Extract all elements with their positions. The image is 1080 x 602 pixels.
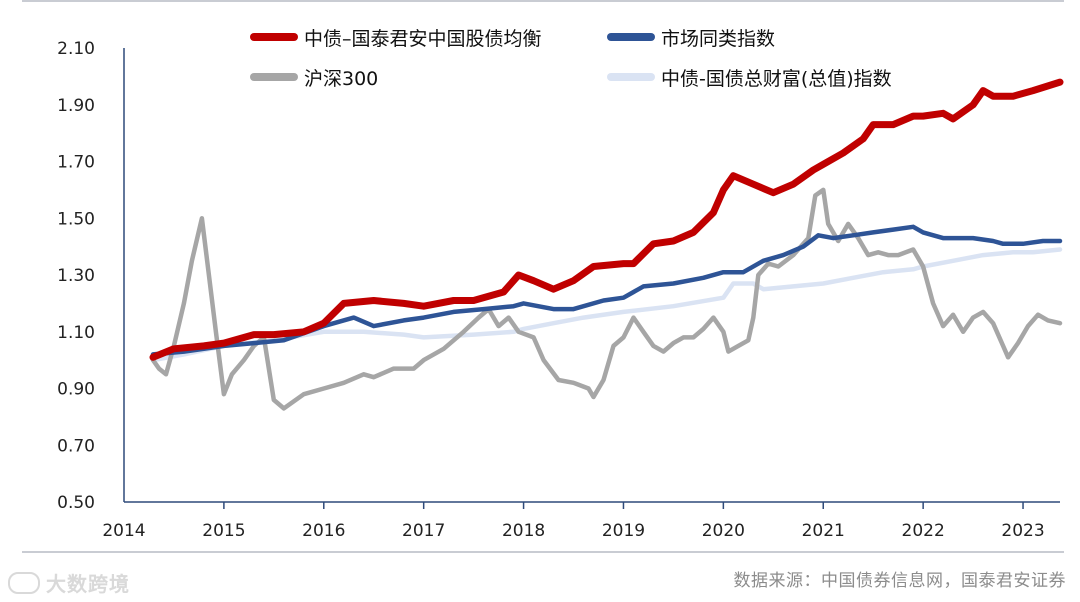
y-tick-label: 1.30 — [57, 266, 95, 286]
series-line-0 — [149, 78, 1064, 361]
legend-item-peer: 市场同类指数 — [607, 24, 775, 51]
x-tick-label: 2021 — [802, 521, 845, 541]
legend-label-balanced: 中债–国泰君安中国股债均衡 — [304, 28, 542, 50]
bottom-rule — [22, 551, 1064, 553]
x-tick-label: 2019 — [602, 521, 645, 541]
legend-item-balanced: 中债–国泰君安中国股债均衡 — [250, 24, 542, 51]
x-tick-label: 2018 — [502, 521, 545, 541]
legend-label-csi300: 沪深300 — [304, 68, 379, 90]
series-line-1 — [150, 224, 1063, 357]
y-tick-label: 1.70 — [57, 153, 95, 173]
watermark: 大数跨境 — [8, 568, 130, 597]
y-tick-label: 1.10 — [57, 323, 95, 343]
source-note: 数据来源：中国债券信息网，国泰君安证券 — [733, 571, 1066, 591]
legend-swatch-blue — [607, 33, 655, 41]
series-line-2 — [150, 187, 1063, 411]
x-tick-label: 2016 — [302, 521, 345, 541]
x-tick-label: 2023 — [1001, 521, 1044, 541]
legend-item-csi300: 沪深300 — [250, 64, 378, 91]
y-tick-label: 0.50 — [57, 493, 95, 513]
series-line-3 — [150, 247, 1063, 363]
y-tick-label: 0.90 — [57, 380, 95, 400]
y-tick-label: 1.90 — [57, 96, 95, 116]
top-rule — [22, 0, 1064, 2]
legend-swatch-red — [250, 33, 298, 41]
y-tick-label: 2.10 — [57, 39, 95, 59]
legend-label-peer: 市场同类指数 — [661, 28, 776, 50]
watermark-logo-icon — [8, 572, 40, 594]
line-chart: 2.10 1.90 1.70 1.50 1.30 1.10 0.90 0.70 0.50 201… — [57, 39, 1064, 541]
y-axis-ticks: 2.10 1.90 1.70 1.50 1.30 1.10 0.90 0.70 0.50 — [57, 39, 95, 513]
watermark-text: 大数跨境 — [46, 572, 130, 596]
x-tick-label: 2014 — [102, 521, 145, 541]
series-lines — [149, 78, 1064, 411]
y-tick-label: 0.70 — [57, 436, 95, 456]
legend-swatch-gray — [250, 73, 298, 81]
x-tick-label: 2017 — [402, 521, 445, 541]
x-tick-label: 2015 — [202, 521, 245, 541]
legend-item-treasury: 中债-国债总财富(总值)指数 — [607, 64, 892, 91]
x-tick-label: 2020 — [702, 521, 745, 541]
legend-swatch-lightblue — [607, 73, 655, 81]
x-axis-ticks: 2014 2015 2016 2017 2018 2019 2020 2021 2022 2023 — [102, 502, 1045, 541]
y-tick-label: 1.50 — [57, 209, 95, 229]
x-tick-label: 2022 — [902, 521, 945, 541]
legend-label-treasury: 中债-国债总财富(总值)指数 — [661, 68, 892, 90]
